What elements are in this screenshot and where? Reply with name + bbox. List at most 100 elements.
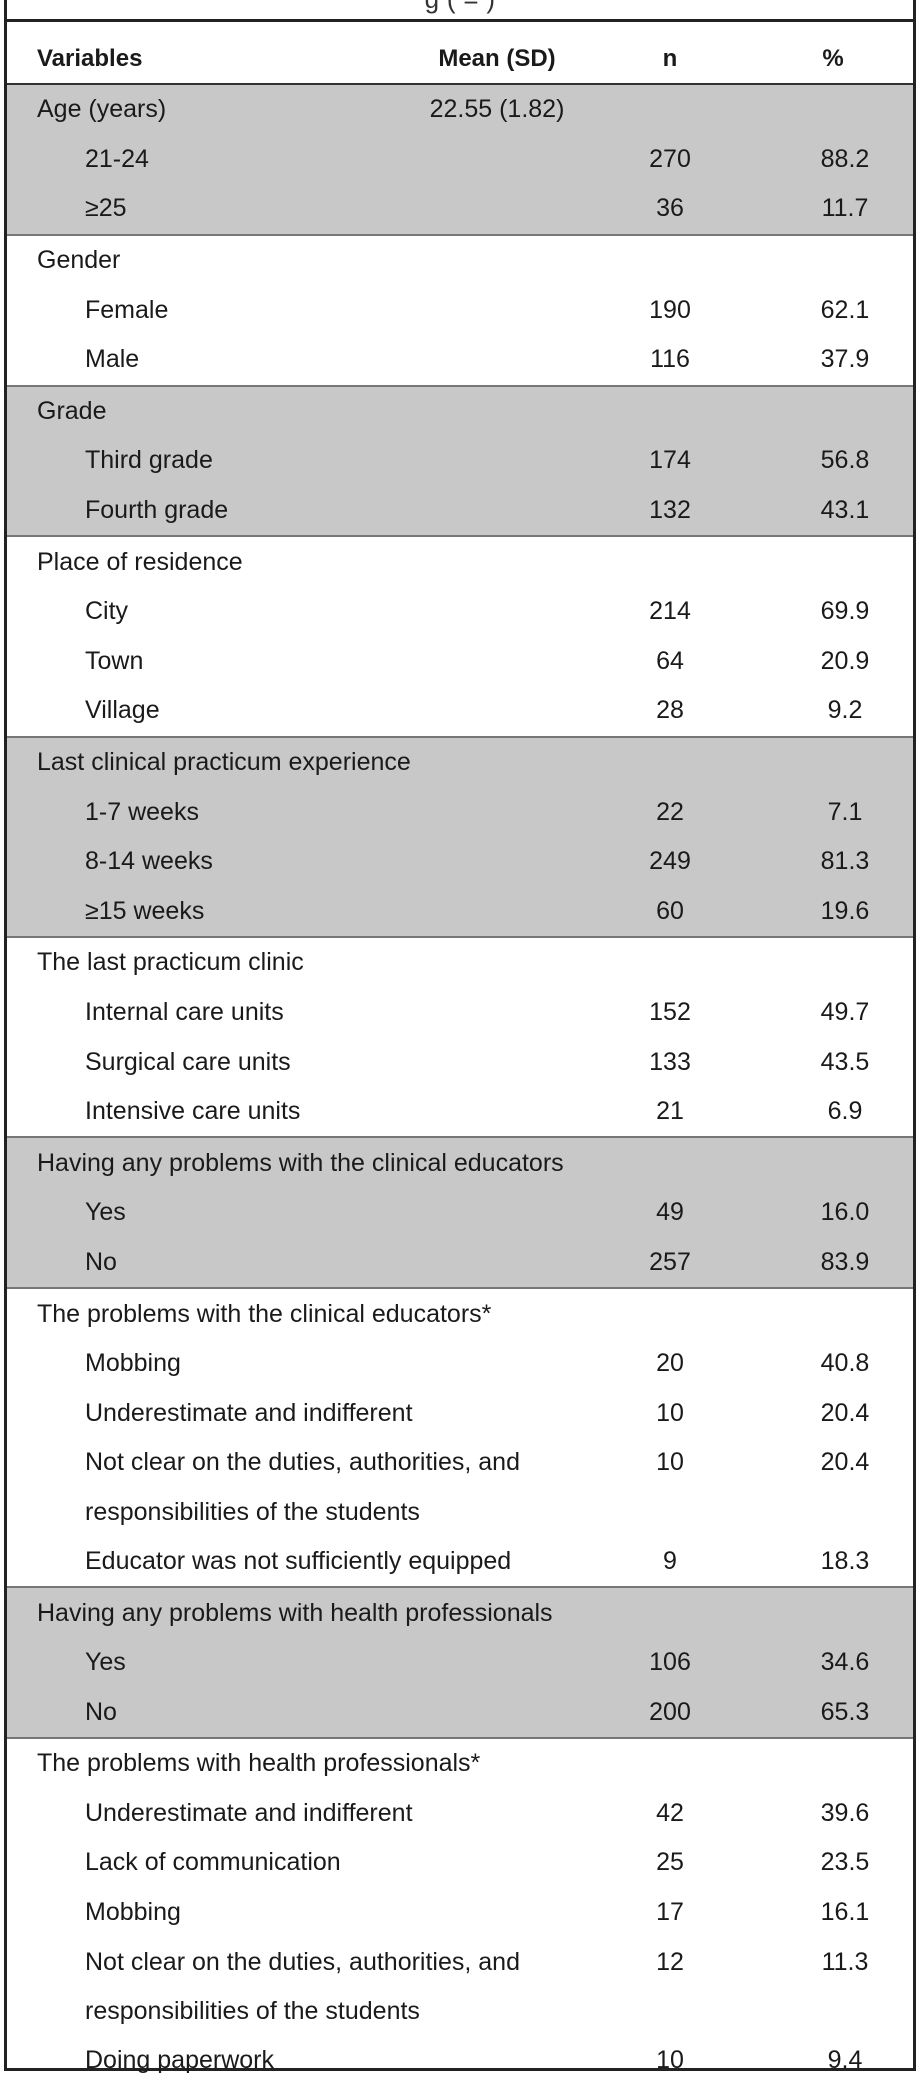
table-row: Village 28 9.2 xyxy=(7,686,913,737)
row-mean xyxy=(407,1637,587,1688)
row-percent: 34.6 xyxy=(753,1637,913,1688)
row-n: 257 xyxy=(587,1237,753,1289)
row-percent: 16.0 xyxy=(753,1188,913,1238)
row-label: Village xyxy=(85,696,160,725)
row-n xyxy=(587,535,753,587)
row-mean xyxy=(407,1488,587,1537)
row-percent: 9.2 xyxy=(827,696,863,725)
row-mean xyxy=(407,1087,587,1138)
row-n xyxy=(587,233,753,286)
row-label: Internal care units xyxy=(85,997,284,1026)
row-label: The problems with the clinical educators… xyxy=(7,1287,491,1339)
row-n: 64 xyxy=(656,646,684,675)
row-percent xyxy=(753,384,913,437)
row-percent: 40.8 xyxy=(820,1349,870,1378)
row-mean xyxy=(407,2036,587,2086)
row-n: 25 xyxy=(656,1848,684,1877)
table-row: The problems with the clinical educators… xyxy=(7,1287,913,1339)
row-label: Underestimate and indifferent xyxy=(85,1798,413,1827)
row-mean xyxy=(407,587,587,637)
table-row: Third grade 174 56.8 xyxy=(7,436,913,486)
row-n xyxy=(587,1586,753,1638)
header-n: n xyxy=(587,35,753,85)
row-mean xyxy=(407,637,587,687)
table-row: Mobbing 17 16.1 xyxy=(7,1888,913,1938)
row-mean xyxy=(407,1188,587,1238)
row-label: responsibilities of the students xyxy=(85,1996,420,2025)
table-row: Yes 49 16.0 xyxy=(7,1188,913,1238)
row-label: ≥15 weeks xyxy=(7,886,407,938)
table-row: No 257 83.9 xyxy=(7,1237,913,1289)
row-percent xyxy=(753,1287,913,1339)
row-label: The last practicum clinic xyxy=(7,936,407,988)
row-label: Underestimate and indifferent xyxy=(85,1398,413,1427)
row-percent xyxy=(753,1136,913,1189)
row-mean xyxy=(407,335,587,386)
row-percent: 20.9 xyxy=(820,646,870,675)
table-row: Surgical care units 133 43.5 xyxy=(7,1037,913,1087)
table-row: The last practicum clinic xyxy=(7,936,913,988)
table-row: ≥25 36 11.7 xyxy=(7,184,913,235)
row-n: 42 xyxy=(656,1798,684,1827)
table-row: responsibilities of the students xyxy=(7,1987,913,2036)
table-row: Intensive care units 21 6.9 xyxy=(7,1087,913,1138)
row-mean xyxy=(407,1789,587,1839)
row-mean xyxy=(407,1737,587,1789)
row-percent: 20.4 xyxy=(820,1398,870,1427)
table-row: Underestimate and indifferent 10 20.4 xyxy=(7,1388,913,1438)
table-row: Lack of communication 25 23.5 xyxy=(7,1838,913,1888)
row-label: Age (years) xyxy=(7,83,407,135)
table-row: The problems with health professionals* xyxy=(7,1737,913,1789)
row-n: 249 xyxy=(587,836,753,887)
row-label: No xyxy=(7,1237,407,1289)
row-percent: 69.9 xyxy=(820,597,870,626)
row-percent: 20.4 xyxy=(820,1448,870,1477)
table-row: ≥15 weeks 60 19.6 xyxy=(7,886,913,938)
row-percent: 7.1 xyxy=(753,787,913,837)
row-mean xyxy=(407,1838,587,1888)
row-n xyxy=(587,735,753,788)
row-n xyxy=(587,1136,753,1189)
table-row: Not clear on the duties, authorities, an… xyxy=(7,1937,913,1987)
row-percent xyxy=(753,1488,913,1537)
row-n: 22 xyxy=(587,787,753,837)
row-mean xyxy=(407,836,587,887)
row-label: Having any problems with the clinical ed… xyxy=(7,1136,564,1189)
table-row: 8-14 weeks 249 81.3 xyxy=(7,836,913,887)
row-label: Lack of communication xyxy=(85,1848,341,1877)
row-mean xyxy=(407,384,587,437)
row-n xyxy=(587,384,753,437)
row-label: Doing paperwork xyxy=(85,2046,274,2075)
row-label: No xyxy=(7,1687,407,1738)
row-label: Gender xyxy=(7,233,407,286)
table-frame xyxy=(4,0,916,2071)
header-mean: Mean (SD) xyxy=(407,35,587,85)
row-n: 9 xyxy=(663,1546,677,1575)
row-mean xyxy=(407,1136,587,1189)
table-row: Fourth grade 132 43.1 xyxy=(7,485,913,537)
row-n: 190 xyxy=(649,295,691,324)
table-row: Gender xyxy=(7,233,913,286)
table-row: Mobbing 20 40.8 xyxy=(7,1339,913,1389)
row-mean xyxy=(407,535,587,587)
row-n xyxy=(587,1488,753,1537)
row-label: ≥25 xyxy=(7,184,407,235)
row-mean xyxy=(407,184,587,235)
row-percent: 56.8 xyxy=(753,436,913,486)
row-mean xyxy=(407,1687,587,1738)
row-n: 49 xyxy=(587,1188,753,1238)
row-mean: 22.55 (1.82) xyxy=(407,83,587,135)
row-percent: 49.7 xyxy=(820,997,870,1026)
row-mean xyxy=(407,1586,587,1638)
row-mean xyxy=(407,1987,587,2036)
row-mean xyxy=(407,886,587,938)
table-row: Doing paperwork 10 9.4 xyxy=(7,2036,913,2086)
row-mean xyxy=(407,436,587,486)
table-row: Having any problems with health professi… xyxy=(7,1586,913,1638)
row-label: 8-14 weeks xyxy=(7,836,407,887)
table-row: 1-7 weeks 22 7.1 xyxy=(7,787,913,837)
row-percent: 16.1 xyxy=(820,1898,870,1927)
header-row: Variables Mean (SD) n % xyxy=(7,35,913,85)
row-label: Intensive care units xyxy=(85,1097,301,1126)
table-row: Not clear on the duties, authorities, an… xyxy=(7,1438,913,1488)
